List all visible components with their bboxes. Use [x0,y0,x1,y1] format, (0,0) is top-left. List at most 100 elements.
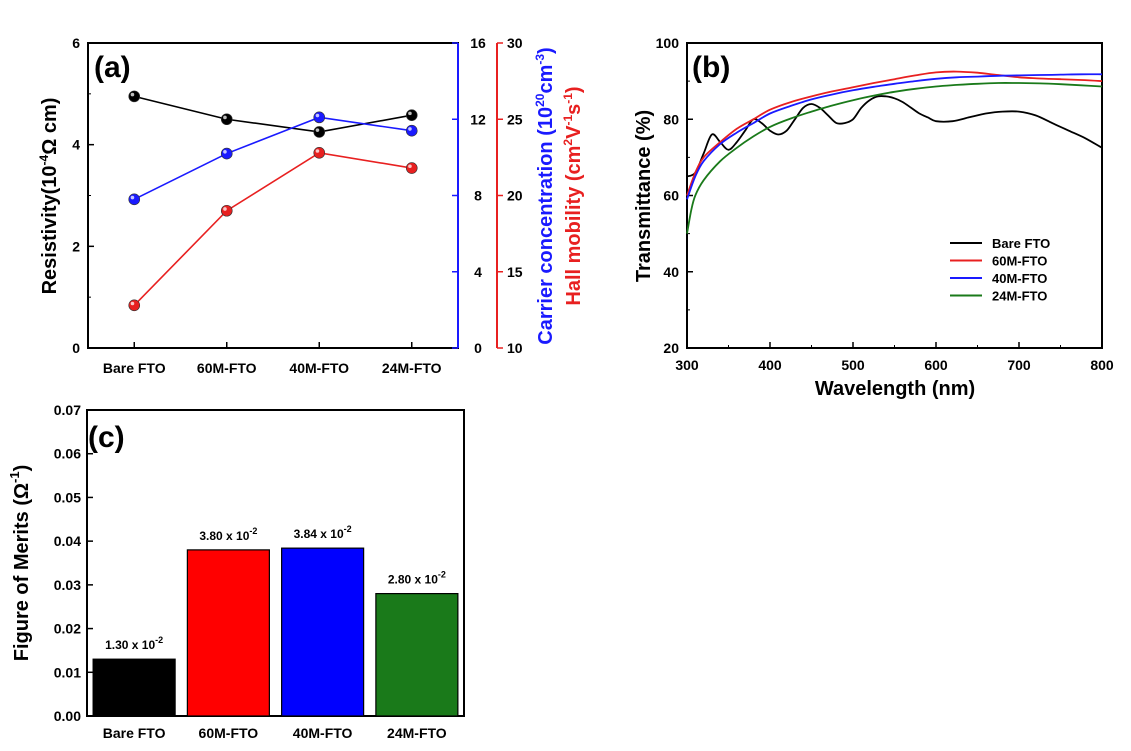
panel-a-blue-tick-label: 12 [470,111,486,127]
panel-a-data-point [128,90,141,103]
panel-b-y-tick-label: 80 [663,111,679,127]
panel-c-y-tick-label: 0.01 [54,664,81,680]
panel-c-y-axis-title: Figure of Merits (Ω-1) [7,465,33,662]
panel-a-data-point-highlight [315,113,320,118]
panel-b: (b) Transmittance (%) Wavelength (nm) 30… [633,35,1114,400]
panel-c-y-tick-label: 0.02 [54,621,81,637]
panel-a-data-point [128,193,141,206]
panel-a-data-point [128,299,141,312]
panel-c-x-tick-label: Bare FTO [103,725,166,741]
panel-a-blue-tick-label: 8 [474,188,482,204]
panel-a-data-point [220,113,233,126]
panel-a-data-point [313,111,326,124]
panel-c-label: (c) [88,421,125,454]
panel-a-red-tick-label: 10 [507,340,523,356]
panel-a-series-line-2 [133,151,412,306]
panel-a-left-tick-label: 6 [72,35,80,51]
panel-c-ticks: 0.00 0.01 0.02 0.03 0.04 0.05 0.06 0.07 Bare FTO… [54,402,447,741]
panel-a-red-tick-label: 25 [507,111,523,127]
panel-b-y-axis-title: Transmittance (%) [633,110,655,282]
panel-a-series-line-0 [134,95,412,133]
panel-a-data-point-highlight [223,149,227,154]
panel-a-series [128,90,418,312]
panel-c-y-tick-label: 0.07 [54,402,81,418]
panel-a-red-tick-label: 15 [507,264,523,280]
panel-a-label: (a) [94,51,131,84]
panel-a-left-tick-label: 2 [72,238,80,254]
panel-a-blue-axis-title: Carrier concentration (1020cm-3) [533,47,557,344]
panel-c-x-tick-label: 60M-FTO [199,725,259,741]
panel-c-data-label: 1.30 x 10-2 [105,635,163,652]
panel-a-data-point [405,109,418,121]
panel-a-data-point [405,124,418,137]
panel-b-x-tick-label: 600 [924,357,948,373]
panel-a-left-tick-label: 4 [72,137,80,153]
panel-c-x-tick-label: 24M-FTO [387,725,447,741]
panel-b-x-tick-label: 400 [758,357,782,373]
panel-a-blue-tick-label: 16 [470,35,486,51]
panel-b-x-axis-title: Wavelength (nm) [815,378,975,400]
panel-a-data-point-highlight [223,115,227,120]
panel-c-bars: 1.30 x 10-2 3.80 x 10-2 3.84 x 10-2 2.80 x … [92,524,459,717]
panel-c-data-label: 3.84 x 10-2 [294,524,352,541]
panel-a-x-tick-label: 40M-FTO [289,360,349,376]
panel-c-y-tick-label: 0.06 [54,446,81,462]
panel-a-data-point [313,147,326,159]
panel-b-y-tick-label: 20 [663,340,679,356]
panel-b-x-tick-label: 700 [1007,357,1031,373]
panel-b-y-tick-label: 40 [663,264,679,280]
panel-b-legend-label: 60M-FTO [992,254,1047,269]
panel-a-x-tick-label: 60M-FTO [197,360,257,376]
panel-a-x-tick-label: Bare FTO [103,360,166,376]
panel-a-data-point-highlight [130,92,135,97]
panel-a-data-point-highlight [315,128,320,132]
panel-b-legend-label: 24M-FTO [992,289,1047,304]
panel-b-series-line-60m-fto [686,70,1103,196]
panel-b-series [686,70,1103,234]
panel-a-left-axis-title: Resistivity(10-4Ω cm) [37,98,61,295]
panel-b-series-line-bare-fto [686,95,1103,178]
panel-b-legend-label: 40M-FTO [992,271,1047,286]
panel-a-blue-tick-label: 0 [474,340,482,356]
panel-c-y-tick-label: 0.05 [54,489,81,505]
panel-b-legend-label: Bare FTO [992,236,1050,251]
panel-a-data-point-highlight [408,164,412,169]
panel-c-data-label: 3.80 x 10-2 [199,526,257,543]
panel-b-y-tick-label: 60 [663,188,679,204]
panel-c-bar-60m-fto [186,549,270,717]
panel-c: (c) Figure of Merits (Ω-1) 0.000.010.020… [7,402,465,741]
panel-b-ticks: 300 400 500 600 700 800 20 40 60 80 100 [656,35,1114,373]
panel-a-data-point-highlight [408,111,412,116]
panel-c-y-tick-label: 0.00 [54,708,81,724]
panel-c-bar-40m-fto [281,547,365,717]
panel-c-y-tick-label: 0.04 [54,533,81,549]
panel-b-label: (b) [692,51,730,84]
panel-a-data-point [220,204,233,217]
panel-c-x-tick-label: 40M-FTO [293,725,353,741]
panel-a-data-point [405,162,418,174]
panel-a-data-point-highlight [130,195,135,200]
panel-c-frame [86,409,465,717]
panel-a-red-tick-label: 30 [507,35,523,51]
panel-b-series-line-40m-fto [686,73,1103,200]
panel-c-bar-24m-fto [375,592,459,717]
panel-a-series-line-1 [133,116,412,201]
panel-a: (a) Resistivity(10-4Ω cm) Carrier concen… [37,35,585,376]
panel-a-x-tick-label: 24M-FTO [382,360,442,376]
panel-a-red-tick-label: 20 [507,188,523,204]
panel-b-x-tick-label: 500 [841,357,865,373]
panel-b-x-tick-label: 300 [675,357,699,373]
panel-a-blue-tick-label: 4 [474,264,482,280]
panel-a-red-axis-title: Hall mobility (cm2V-1s-1) [561,86,585,305]
panel-a-data-point-highlight [315,149,320,153]
panel-c-y-tick-label: 0.03 [54,577,81,593]
panel-a-data-point [313,126,326,138]
panel-c-bar-bare-fto [92,658,176,717]
panel-b-x-tick-label: 800 [1090,357,1114,373]
panel-b-series-line-24m-fto [686,82,1103,234]
panel-b-y-tick-label: 100 [656,35,680,51]
panel-a-data-point [220,147,233,160]
panel-a-left-tick-label: 0 [72,340,80,356]
panel-a-data-point-highlight [130,301,135,306]
